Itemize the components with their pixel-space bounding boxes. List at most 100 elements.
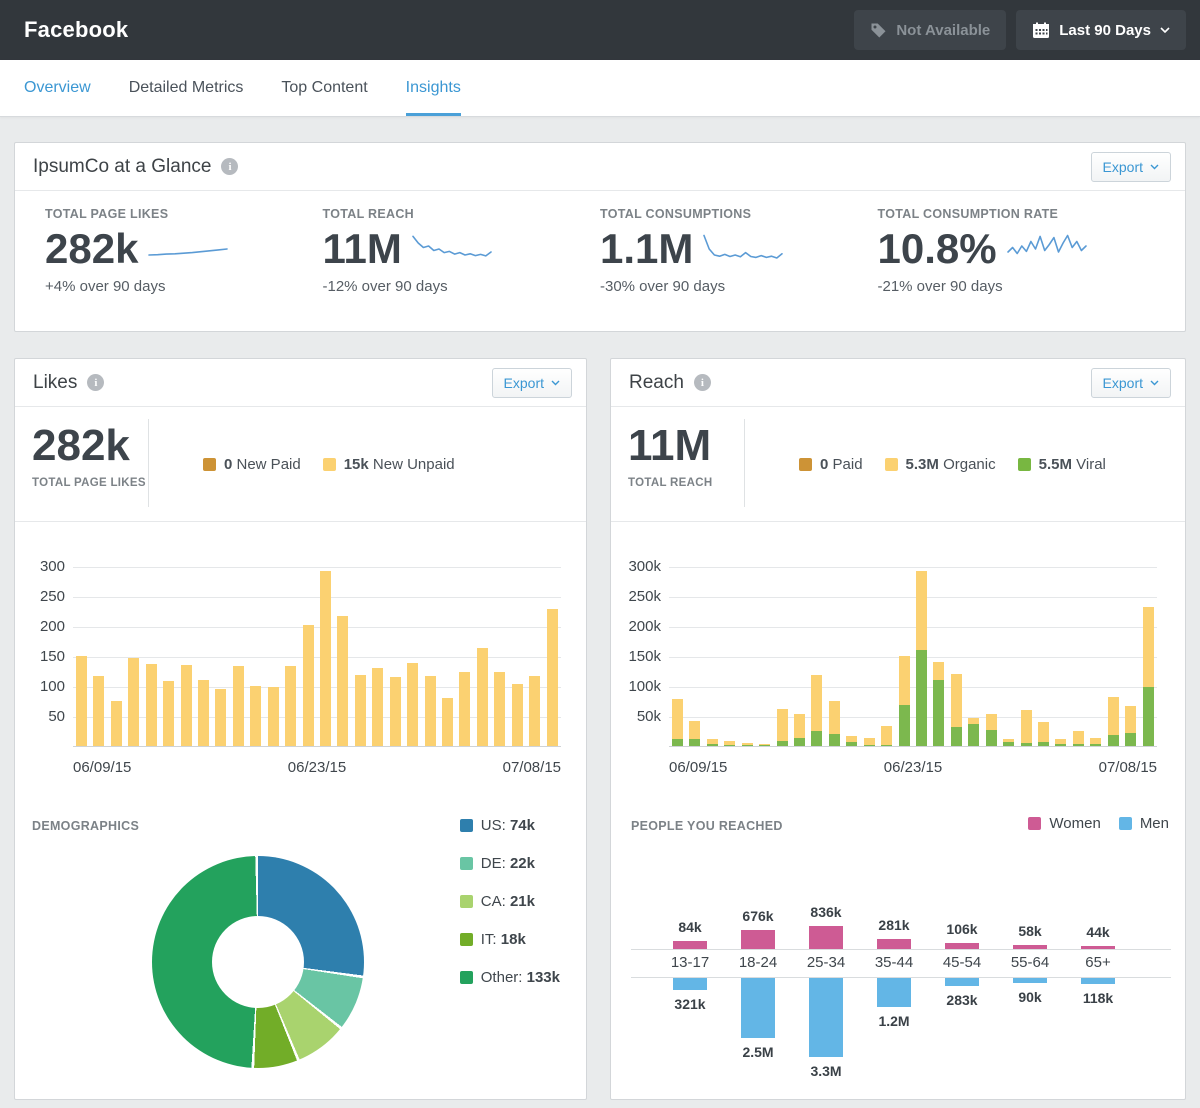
demographics-legend-item: IT: 18k [460,931,560,948]
men-bar[interactable] [1081,978,1115,984]
bar[interactable] [846,736,857,746]
bar[interactable] [233,666,244,746]
bar[interactable] [303,625,314,746]
bar[interactable] [198,680,209,746]
demographics-donut-chart[interactable] [152,856,364,1068]
kpi-value: 10.8% [878,225,997,273]
sparkline-chart [412,232,492,266]
bar[interactable] [390,677,401,746]
bar[interactable] [529,676,540,746]
women-bar[interactable] [1013,945,1047,949]
women-bar[interactable] [945,943,979,949]
demographics-legend: US: 74kDE: 22kCA: 21kIT: 18kOther: 133k [460,817,560,1007]
bar[interactable] [93,676,104,746]
bar[interactable] [268,687,279,746]
bar[interactable] [986,714,997,746]
bar[interactable] [146,664,157,746]
bar[interactable] [1143,607,1154,746]
men-bar[interactable] [741,978,775,1038]
women-bar[interactable] [673,941,707,949]
bar[interactable] [181,665,192,746]
bar[interactable] [320,571,331,746]
bar[interactable] [864,738,875,746]
bar[interactable] [916,571,927,746]
men-bar[interactable] [673,978,707,990]
tab-top-content[interactable]: Top Content [281,60,367,116]
bar[interactable] [794,714,805,746]
bar[interactable] [968,718,979,746]
tab-overview[interactable]: Overview [24,60,91,116]
bar[interactable] [1108,697,1119,746]
total-page-likes-value: 282k [32,423,146,469]
bar[interactable] [1073,731,1084,746]
bar[interactable] [777,709,788,746]
bar[interactable] [1038,722,1049,746]
bar[interactable] [1055,739,1066,746]
bar[interactable] [407,663,418,746]
men-value-label: 118k [1064,990,1132,1006]
bar[interactable] [547,609,558,746]
bar[interactable] [899,656,910,746]
bar-segment-organic [846,736,857,743]
women-bar[interactable] [741,930,775,949]
bar[interactable] [742,743,753,746]
bar-segment-organic [1073,731,1084,744]
export-button[interactable]: Export [1091,152,1171,182]
bar[interactable] [672,699,683,746]
tab-detailed-metrics[interactable]: Detailed Metrics [129,60,244,116]
bar[interactable] [689,721,700,746]
bar[interactable] [1021,710,1032,746]
men-bar[interactable] [809,978,843,1057]
men-bar[interactable] [1013,978,1047,983]
bar[interactable] [512,684,523,746]
bar[interactable] [128,658,139,746]
kpi-label: TOTAL CONSUMPTIONS [600,207,878,221]
men-bar[interactable] [877,978,911,1007]
reach-stat-row: 11M TOTAL REACH 0 Paid5.3M Organic5.5M V… [611,407,1185,522]
bar[interactable] [494,672,505,746]
info-icon[interactable]: i [694,374,711,391]
plot-area [669,567,1157,747]
men-value-label: 2.5M [724,1044,792,1060]
bar[interactable] [951,674,962,746]
bar[interactable] [285,666,296,746]
bar[interactable] [881,726,892,746]
export-button[interactable]: Export [492,368,572,398]
bar[interactable] [372,668,383,746]
bar[interactable] [355,675,366,746]
info-icon[interactable]: i [87,374,104,391]
women-bar[interactable] [809,926,843,949]
bar[interactable] [215,689,226,746]
bar[interactable] [442,698,453,746]
info-icon[interactable]: i [221,158,238,175]
not-available-button[interactable]: Not Available [854,10,1006,50]
bar[interactable] [477,648,488,746]
bar[interactable] [250,686,261,746]
bar[interactable] [1090,738,1101,746]
women-bar[interactable] [877,939,911,949]
bar[interactable] [76,656,87,746]
bar[interactable] [1125,706,1136,746]
bar[interactable] [759,744,770,746]
y-tick-label: 200k [617,618,661,635]
women-bar[interactable] [1081,946,1115,949]
kpi-consumption-rate: TOTAL CONSUMPTION RATE10.8%-21% over 90 … [878,207,1156,295]
date-range-button[interactable]: Last 90 Days [1016,10,1186,50]
bar-segment-viral [1125,733,1136,746]
legend-item: 0 New Paid [203,456,301,473]
bar[interactable] [829,701,840,746]
bar[interactable] [724,741,735,746]
bar[interactable] [111,701,122,746]
bar[interactable] [707,739,718,746]
bar[interactable] [163,681,174,746]
men-bar[interactable] [945,978,979,986]
export-button[interactable]: Export [1091,368,1171,398]
bar[interactable] [933,662,944,746]
bar[interactable] [811,675,822,746]
bar[interactable] [337,616,348,746]
bar[interactable] [425,676,436,746]
bar[interactable] [1003,739,1014,746]
bar-segment-viral [1003,742,1014,746]
tab-insights[interactable]: Insights [406,60,461,116]
bar[interactable] [459,672,470,746]
